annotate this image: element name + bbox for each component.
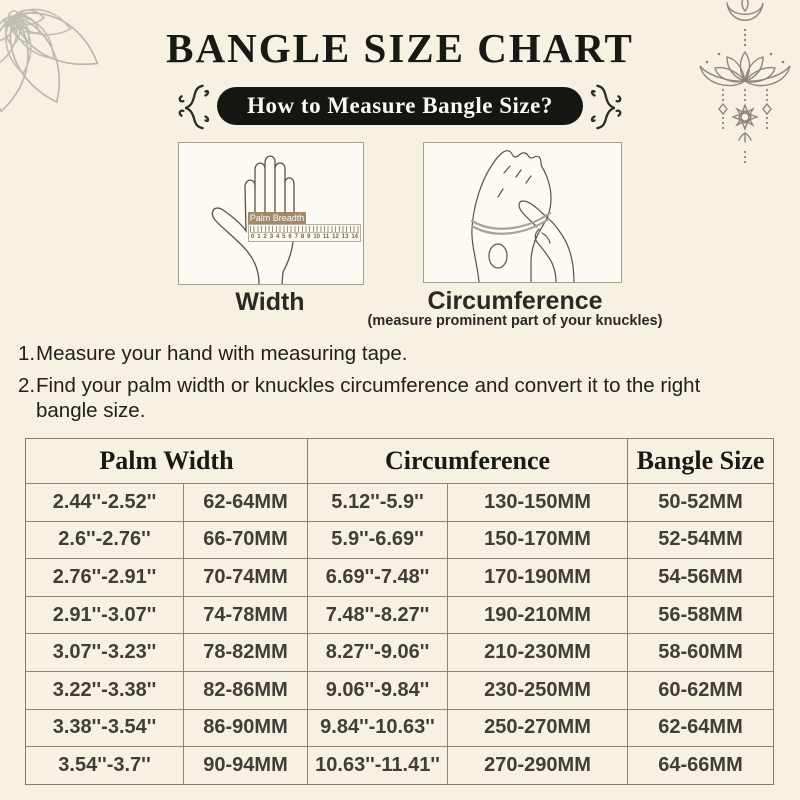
table-body: 2.44''-2.52'' 62-64MM 5.12''-5.9'' 130-150M… xyxy=(26,483,773,784)
table-cell: 66-70MM xyxy=(184,521,308,559)
table-cell: 150-170MM xyxy=(448,521,628,559)
table-cell: 2.44''-2.52'' xyxy=(26,484,184,521)
table-cell: 5.12''-5.9'' xyxy=(308,484,448,521)
table-cell: 60-62MM xyxy=(658,678,743,701)
table-cell: 210-230MM xyxy=(448,634,628,671)
table-cell: 190-210MM xyxy=(448,596,628,634)
width-caption: Width xyxy=(235,288,305,316)
table-header-row: Palm Width Circumference Bangle Size xyxy=(26,439,773,483)
instruction-1-number: 1. xyxy=(18,342,36,365)
table-row: 2.44''-2.52'' 62-64MM 5.12''-5.9'' 130-150M… xyxy=(26,483,773,521)
ruler-number: 13 xyxy=(341,234,349,240)
table-cell: 5.9''-6.69'' xyxy=(308,521,448,559)
table-row: 2.91''-3.07'' 74-78MM 7.48''-8.27'' 190-210… xyxy=(26,595,773,634)
table-cell: 62-64MM xyxy=(658,716,743,739)
table-cell: 3.22''-3.38'' xyxy=(26,671,184,709)
hand-width-illustration xyxy=(211,155,295,284)
instruction-2-text: Find your palm width or knuckles circumf… xyxy=(36,374,701,422)
table-cell: 90-94MM xyxy=(184,747,308,784)
instruction-1-text: Measure your hand with measuring tape. xyxy=(36,342,408,365)
ruler-numbers: 0 1 2 3 4 5 6 7 8 9 10 11 12 13 14 xyxy=(251,233,358,241)
ruler: 0 1 2 3 4 5 6 7 8 9 10 11 12 13 14 xyxy=(248,224,361,242)
table-row: 3.07''-3.23'' 78-82MM 8.27''-9.06'' 210-230… xyxy=(26,633,773,671)
circumference-note: (measure prominent part of your knuckles… xyxy=(367,313,663,329)
ruler-ticks xyxy=(250,226,359,233)
size-table: Palm Width Circumference Bangle Size 2.4… xyxy=(25,438,774,785)
ruler-number: 4 xyxy=(275,234,280,240)
table-cell: 130-150MM xyxy=(448,484,628,521)
ruler-number: 12 xyxy=(332,234,339,240)
table-cell: 2.76''-2.91'' xyxy=(26,559,184,596)
table-cell: 2.91''-3.07'' xyxy=(26,596,184,634)
table-cell: 50-52MM xyxy=(658,490,743,513)
table-cell: 10.63''-11.41'' xyxy=(308,747,448,784)
table-cell: 64-66MM xyxy=(658,753,743,776)
table-cell: 7.48''-8.27'' xyxy=(308,596,448,634)
table-cell: 62-64MM xyxy=(184,484,308,521)
hand-circumference-illustration xyxy=(470,150,575,282)
table-cell: 56-58MM xyxy=(658,603,743,626)
table-cell: 270-290MM xyxy=(448,747,628,784)
ruler-number: 11 xyxy=(322,234,330,240)
table-cell: 9.06''-9.84'' xyxy=(308,671,448,709)
table-cell: 8.27''-9.06'' xyxy=(308,634,448,671)
table-cell: 82-86MM xyxy=(184,671,308,709)
header-circumference: Circumference xyxy=(308,439,628,483)
width-figure: Palm Breadth 0 1 2 3 4 5 6 7 8 9 10 11 12 13 14 xyxy=(178,142,364,285)
table-cell: 3.07''-3.23'' xyxy=(26,634,184,671)
page-title: BANGLE SIZE CHART xyxy=(166,25,634,71)
table-cell: 6.69''-7.48'' xyxy=(308,559,448,596)
ruler-number: 14 xyxy=(351,234,358,240)
instruction-1: 1. Measure your hand with measuring tape… xyxy=(18,341,778,366)
table-cell: 9.84''-10.63'' xyxy=(308,709,448,747)
table-cell: 86-90MM xyxy=(184,709,308,747)
ruler-number: 2 xyxy=(263,234,267,240)
table-row: 2.6''-2.76'' 66-70MM 5.9''-6.69'' 150-170MM… xyxy=(26,520,773,559)
table-cell: 170-190MM xyxy=(448,559,628,596)
ruler-number: 0 xyxy=(251,234,255,240)
instruction-2-number: 2. xyxy=(18,374,36,397)
instructions: 1. Measure your hand with measuring tape… xyxy=(18,341,778,430)
ruler-number: 10 xyxy=(313,234,321,240)
circumference-caption: Circumference xyxy=(427,287,603,315)
table-cell: 52-54MM xyxy=(658,528,743,551)
ruler-number: 6 xyxy=(288,234,292,240)
table-cell: 3.54''-3.7'' xyxy=(26,747,184,784)
how-to-measure-badge: How to Measure Bangle Size? xyxy=(217,87,583,125)
table-row: 3.54''-3.7'' 90-94MM 10.63''-11.41'' 270-29… xyxy=(26,746,773,784)
table-row: 3.22''-3.38'' 82-86MM 9.06''-9.84'' 230-250… xyxy=(26,670,773,709)
ruler-number: 3 xyxy=(269,234,274,240)
table-cell: 230-250MM xyxy=(448,671,628,709)
table-cell: 70-74MM xyxy=(184,559,308,596)
header-bangle-size: Bangle Size xyxy=(636,446,765,475)
header-palm-width: Palm Width xyxy=(26,439,308,483)
table-cell: 54-56MM xyxy=(658,565,743,588)
circumference-figure xyxy=(423,142,622,283)
table-cell: 3.38''-3.54'' xyxy=(26,709,184,747)
table-cell: 250-270MM xyxy=(448,709,628,747)
flourish-right-icon xyxy=(590,84,622,130)
badge-row: How to Measure Bangle Size? xyxy=(0,84,800,130)
instruction-2: 2. Find your palm width or knuckles circ… xyxy=(18,373,778,423)
table-row: 2.76''-2.91'' 70-74MM 6.69''-7.48'' 170-190… xyxy=(26,558,773,596)
table-cell: 58-60MM xyxy=(658,641,743,664)
table-row: 3.38''-3.54'' 86-90MM 9.84''-10.63'' 250-27… xyxy=(26,708,773,747)
palm-breadth-label: Palm Breadth xyxy=(248,212,306,225)
table-cell: 2.6''-2.76'' xyxy=(26,521,184,559)
table-cell: 74-78MM xyxy=(184,596,308,634)
flourish-left-icon xyxy=(178,84,210,130)
ruler-number: 9 xyxy=(307,234,311,240)
ruler-number: 5 xyxy=(282,234,286,240)
ruler-number: 1 xyxy=(257,234,261,240)
ruler-number: 8 xyxy=(300,234,305,240)
table-cell: 78-82MM xyxy=(184,634,308,671)
ruler-number: 7 xyxy=(294,234,298,240)
